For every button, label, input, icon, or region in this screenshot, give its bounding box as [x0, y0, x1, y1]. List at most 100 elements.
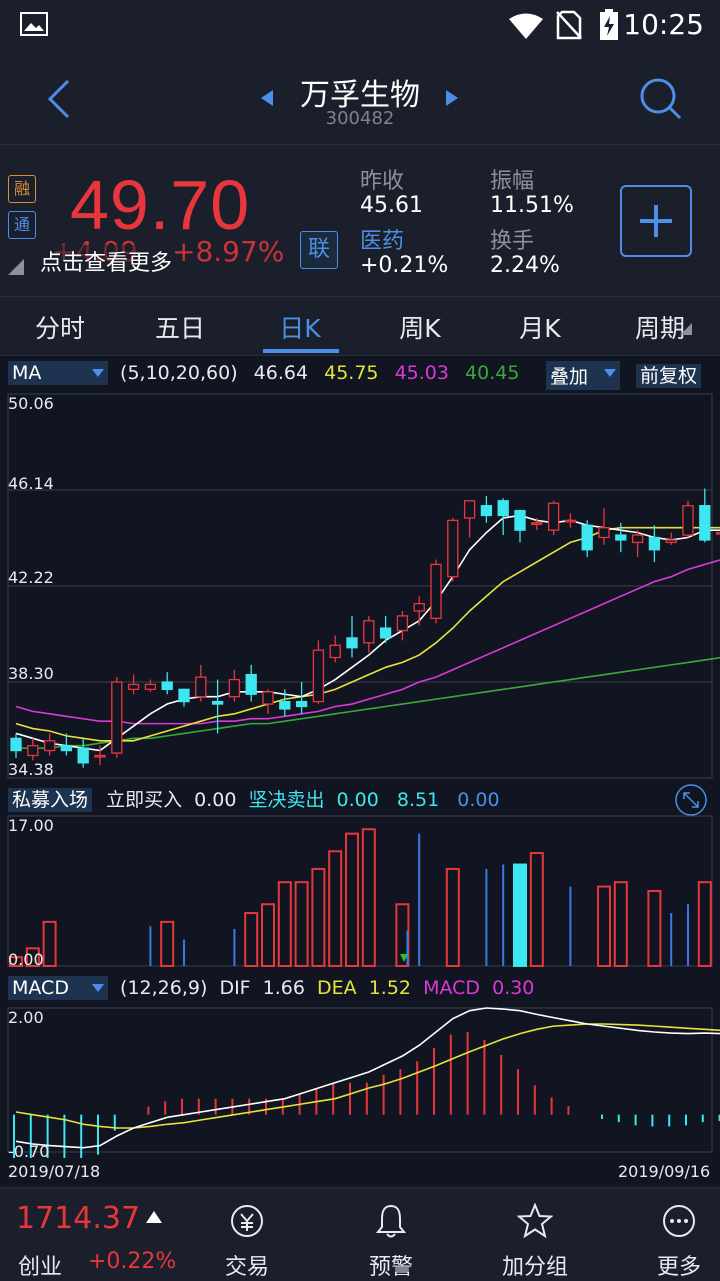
chart-area: MA (5,10,20,60) 46.64 45.75 45.03 40.45 … — [0, 356, 720, 1186]
macd-chart[interactable] — [0, 1006, 720, 1158]
candle-body — [379, 627, 392, 639]
candlestick-chart[interactable] — [0, 390, 720, 780]
amplitude-value: 11.51% — [490, 193, 574, 218]
candle-body — [161, 681, 173, 690]
buy-value: 0.00 — [194, 789, 237, 811]
fund-bar — [513, 863, 527, 967]
fund-value-3: 8.51 — [396, 789, 440, 811]
nav-add-group[interactable]: 加分组 — [485, 1197, 585, 1281]
fund-bar — [294, 881, 309, 967]
bottom-nav: 1714.37 创业 +0.22% 交易 预警 加分组 更多 — [0, 1188, 720, 1281]
fullscreen-icon[interactable] — [674, 783, 708, 817]
candle-body — [144, 683, 157, 690]
stock-connect-badge[interactable]: 通 — [8, 211, 36, 239]
candle-body — [195, 676, 207, 698]
margin-trading-badge[interactable]: 融 — [8, 175, 36, 203]
buy-label: 立即买入 — [106, 789, 183, 811]
expand-corner-icon — [8, 259, 24, 275]
adjust-selector[interactable]: 前复权 — [636, 361, 702, 388]
candle-body — [413, 602, 425, 612]
tab-period[interactable]: 周期 — [634, 314, 685, 343]
dif-value: 1.66 — [262, 977, 305, 999]
more-icon — [663, 1205, 695, 1237]
candle-body — [547, 502, 560, 531]
macd-params: (12,26,9) — [120, 977, 208, 999]
candle-body — [447, 519, 459, 578]
fund-frame — [7, 815, 713, 967]
candle-body — [531, 522, 543, 525]
fund-selector[interactable]: 私募入场 — [8, 788, 93, 812]
tab-intraday[interactable]: 分时 — [34, 314, 85, 343]
tab-daily-k[interactable]: 日K — [279, 314, 321, 343]
ma-selector[interactable]: MA — [8, 361, 108, 385]
candle-body — [312, 649, 325, 703]
sell-value: 0.00 — [336, 789, 379, 811]
candle-body — [245, 674, 257, 695]
ma10-value: 45.75 — [324, 362, 379, 384]
view-more-tip[interactable]: 点击查看更多 — [40, 245, 173, 277]
index-value[interactable]: 1714.37 — [16, 1201, 141, 1236]
search-icon[interactable] — [636, 74, 684, 122]
candle-body — [111, 681, 123, 754]
sell-label: 坚决卖出 — [248, 789, 325, 811]
ma-params: (5,10,20,60) — [120, 362, 238, 384]
status-bar: 10:25 — [0, 0, 720, 52]
candle-body — [346, 637, 358, 649]
related-button[interactable]: 联 — [300, 231, 338, 269]
tab-weekly-k[interactable]: 周K — [399, 314, 441, 343]
fund-bar — [244, 912, 259, 967]
candle-body — [715, 531, 720, 535]
stock-name: 万孚生物 — [300, 78, 420, 113]
next-stock-icon[interactable] — [444, 88, 460, 108]
fund-value-4: 0.00 — [457, 789, 500, 811]
price-tick-3: 38.30 — [8, 664, 54, 683]
fund-flow-chart[interactable] — [0, 814, 720, 970]
candle-body — [396, 615, 409, 632]
battery-charging-icon — [600, 9, 618, 40]
ma10-line — [15, 526, 720, 742]
date-start: 2019/07/18 — [8, 1162, 101, 1181]
back-icon[interactable] — [44, 78, 74, 120]
candle-body — [463, 500, 476, 519]
stock-code: 300482 — [325, 108, 395, 129]
ma5-value: 46.64 — [253, 362, 309, 384]
nav-more[interactable]: 更多 — [629, 1197, 720, 1281]
fund-bar — [529, 852, 544, 967]
sector-label[interactable]: 医药 — [360, 229, 405, 254]
macd-label: MACD — [423, 977, 481, 999]
chevron-down-icon — [92, 369, 104, 377]
candle-body — [615, 534, 627, 541]
candle-body — [295, 700, 308, 708]
nav-trade-label: 交易 — [224, 1255, 269, 1280]
candle-body — [564, 519, 577, 523]
gallery-icon — [20, 12, 48, 36]
macd-selector[interactable]: MACD — [8, 976, 108, 1000]
candle-body — [228, 678, 241, 698]
candle-body — [94, 754, 106, 758]
index-name: 创业 — [18, 1255, 63, 1280]
nav-add-group-label: 加分组 — [501, 1255, 568, 1280]
price-tick-2: 42.22 — [8, 568, 54, 587]
up-arrow-icon — [146, 1211, 162, 1223]
star-icon — [517, 1203, 553, 1239]
prev-stock-icon[interactable] — [259, 88, 275, 108]
tab-monthly-k[interactable]: 月K — [519, 314, 561, 343]
plus-icon — [640, 205, 672, 237]
overlay-selector[interactable]: 叠加 — [546, 361, 620, 390]
dif-label: DIF — [219, 977, 251, 999]
candle-body — [682, 505, 694, 536]
add-watchlist-button[interactable] — [620, 185, 692, 257]
index-change: +0.22% — [88, 1249, 177, 1274]
nav-alert[interactable]: 预警 — [341, 1197, 441, 1281]
dea-value: 1.52 — [368, 977, 412, 999]
macd-frame — [7, 1007, 713, 1153]
tab-five-day[interactable]: 五日 — [154, 314, 205, 343]
ma60-value: 40.45 — [465, 362, 520, 384]
fund-bar — [361, 828, 376, 968]
candle-body — [329, 644, 341, 659]
prev-close-value: 45.61 — [360, 193, 423, 218]
nav-trade[interactable]: 交易 — [197, 1197, 297, 1281]
period-corner-icon — [680, 323, 692, 335]
chevron-down-icon — [92, 984, 104, 992]
candle-body — [27, 745, 39, 757]
